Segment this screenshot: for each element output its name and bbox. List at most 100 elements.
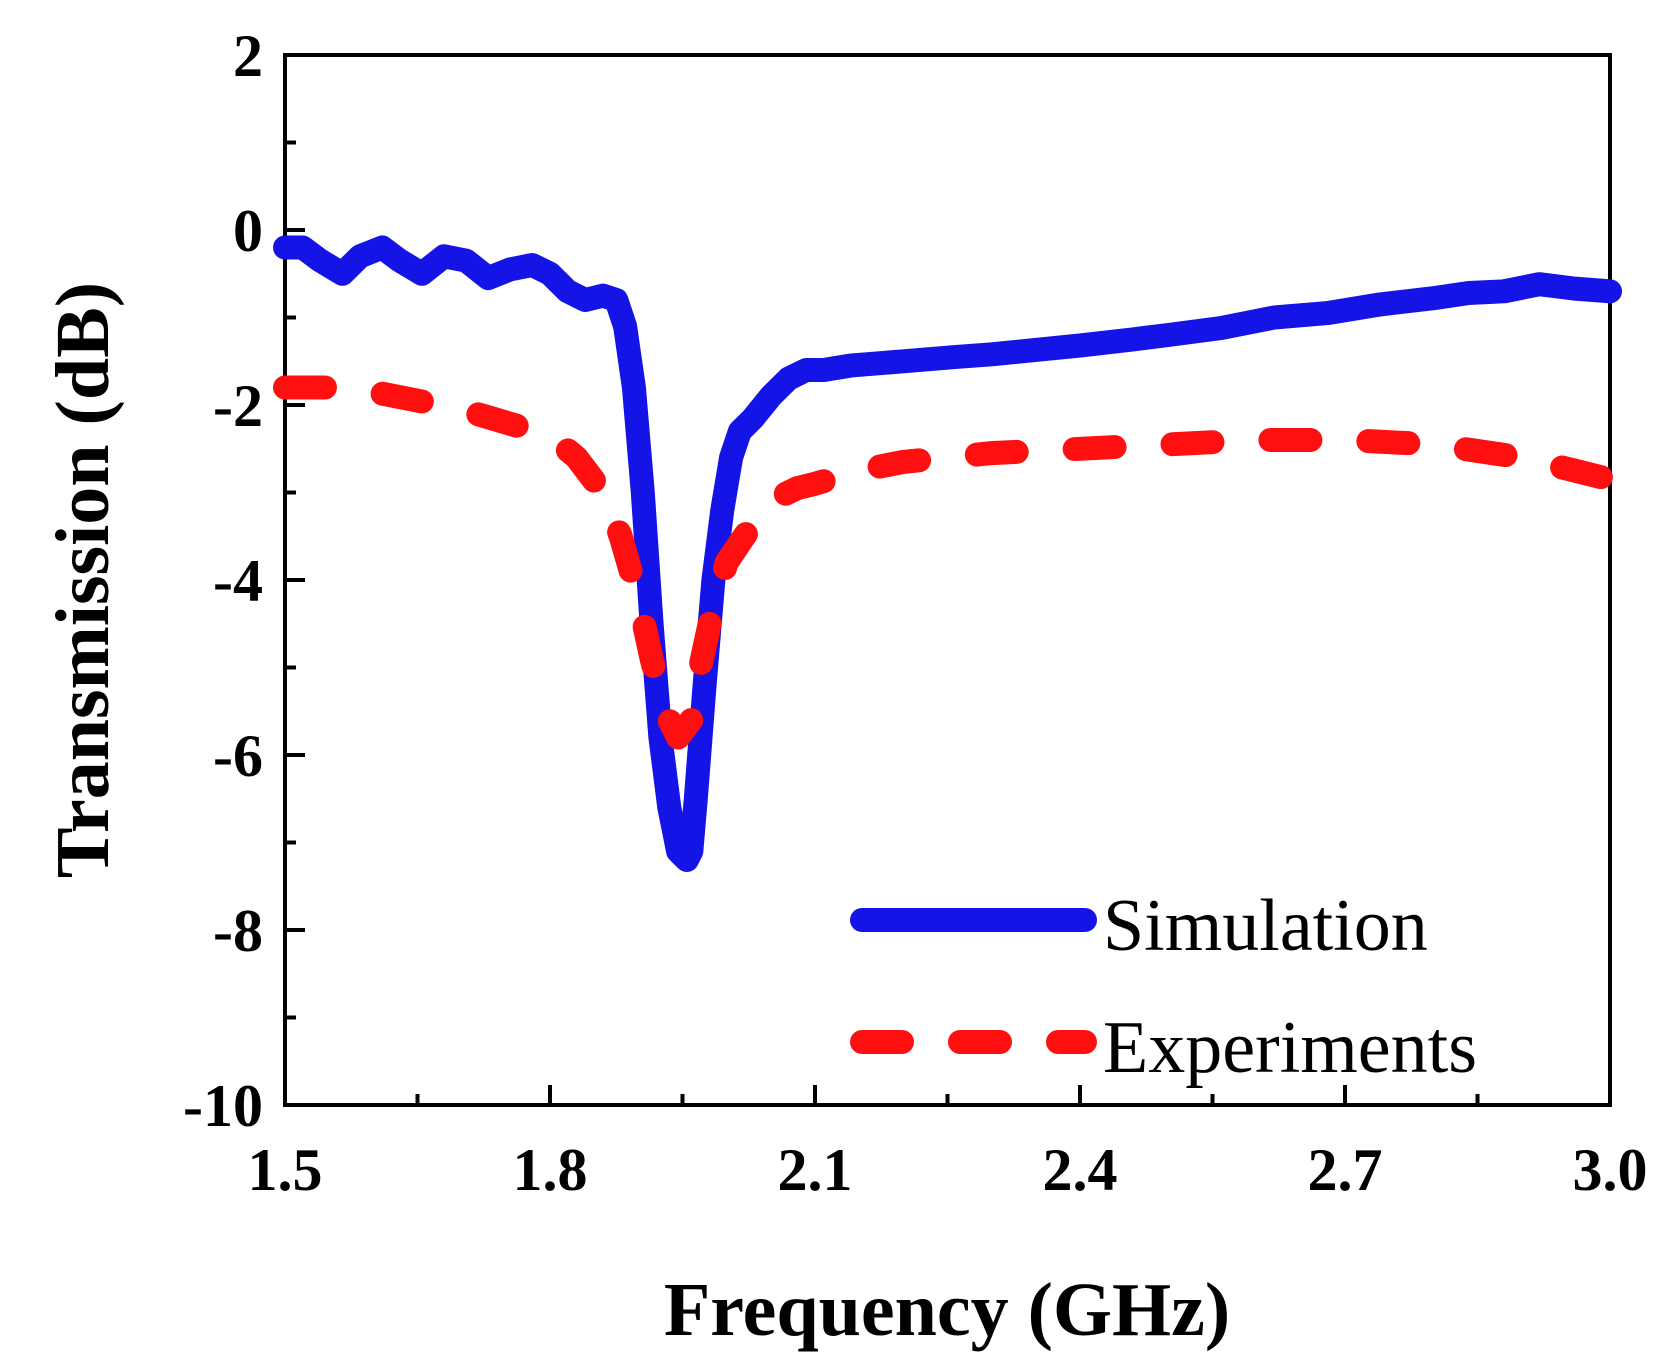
data-point-experiments — [726, 562, 728, 564]
data-point-simulation — [677, 850, 679, 852]
data-point-simulation — [633, 387, 635, 389]
data-point-experiments — [505, 422, 507, 424]
data-point-simulation — [805, 369, 807, 371]
data-point-experiments — [549, 435, 551, 437]
data-point-experiments — [461, 408, 463, 410]
data-point-experiments — [602, 492, 604, 494]
data-point-simulation — [752, 417, 754, 419]
data-point-experiments — [1344, 439, 1346, 441]
data-point-simulation — [739, 430, 741, 432]
data-point-simulation — [549, 273, 551, 275]
data-point-simulation — [381, 247, 383, 249]
data-point-simulation — [509, 268, 511, 270]
axis-ticks — [283, 53, 1612, 1107]
data-point-simulation — [704, 684, 706, 686]
data-point-experiments — [858, 470, 860, 472]
data-point-experiments — [328, 387, 330, 389]
data-point-simulation — [284, 247, 286, 249]
legend-label-experiments: Experiments — [1103, 1007, 1477, 1089]
data-point-simulation — [1167, 334, 1169, 336]
data-point-experiments — [814, 483, 816, 485]
data-point-experiments — [1521, 457, 1523, 459]
data-point-experiments — [372, 391, 374, 393]
x-tick-label: 2.7 — [1308, 1137, 1383, 1203]
data-point-simulation — [567, 290, 569, 292]
data-point-experiments — [902, 461, 904, 463]
data-point-simulation — [642, 492, 644, 494]
data-point-experiments — [1167, 443, 1169, 445]
data-point-simulation — [1273, 317, 1275, 319]
axis-tick-labels: 1.5 1.8 2.1 2.4 2.7 3.0 2 0 -2 -4 -6 -8 -10 — [183, 23, 1647, 1203]
data-point-experiments — [417, 400, 419, 402]
data-point-simulation — [730, 457, 732, 459]
data-point-simulation — [1503, 290, 1505, 292]
data-point-simulation — [615, 299, 617, 301]
series-line-simulation — [273, 235, 1622, 872]
data-point-simulation — [465, 260, 467, 262]
data-point-experiments — [712, 605, 714, 607]
data-point-simulation — [849, 365, 851, 367]
data-point-simulation — [770, 395, 772, 397]
data-point-simulation — [721, 509, 723, 511]
data-point-experiments — [991, 452, 993, 454]
y-tick-label: -10 — [183, 1073, 263, 1139]
data-point-simulation — [341, 273, 343, 275]
y-tick-label: -6 — [213, 723, 263, 789]
data-point-simulation — [690, 850, 692, 852]
data-point-experiments — [1432, 443, 1434, 445]
x-tick-label: 2.1 — [778, 1137, 853, 1203]
data-point-experiments — [1079, 448, 1081, 450]
data-point-simulation — [902, 360, 904, 362]
y-axis-title: Transmission (dB) — [41, 282, 125, 878]
data-point-simulation — [668, 807, 670, 809]
data-point-simulation — [1079, 345, 1081, 347]
data-point-simulation — [1026, 350, 1028, 352]
data-point-simulation — [624, 325, 626, 327]
data-point-experiments — [1609, 478, 1611, 480]
data-point-simulation — [1379, 303, 1381, 305]
data-point-simulation — [1432, 297, 1434, 299]
data-point-simulation — [399, 260, 401, 262]
data-point-simulation — [1132, 338, 1134, 340]
data-point-simulation — [991, 353, 993, 355]
data-point-simulation — [1220, 327, 1222, 329]
x-tick-label: 3.0 — [1573, 1137, 1648, 1203]
data-point-simulation — [487, 277, 489, 279]
data-point-simulation — [531, 264, 533, 266]
data-point-experiments — [690, 719, 692, 721]
x-tick-label: 1.8 — [513, 1137, 588, 1203]
y-tick-label: -8 — [213, 898, 263, 964]
data-point-simulation — [788, 378, 790, 380]
data-point-experiments — [796, 487, 798, 489]
series-layer — [273, 235, 1622, 872]
data-point-experiments — [770, 500, 772, 502]
data-point-experiments — [576, 457, 578, 459]
y-tick-label: -4 — [213, 548, 263, 614]
legend: Simulation Experiments — [850, 885, 1477, 1089]
data-point-simulation — [695, 798, 697, 800]
data-point-simulation — [712, 579, 714, 581]
data-point-simulation — [359, 255, 361, 257]
data-point-simulation — [955, 356, 957, 358]
x-tick-label: 1.5 — [248, 1137, 323, 1203]
data-point-simulation — [421, 273, 423, 275]
data-point-simulation — [302, 247, 304, 249]
x-axis-title: Frequency (GHz) — [664, 1268, 1230, 1352]
data-point-simulation — [1326, 312, 1328, 314]
series-line-experiments — [273, 375, 1622, 750]
data-point-simulation — [1609, 290, 1611, 292]
data-point-simulation — [1538, 283, 1540, 285]
data-point-simulation — [659, 737, 661, 739]
data-point-simulation — [823, 369, 825, 371]
data-point-experiments — [651, 658, 653, 660]
y-tick-label: 2 — [233, 23, 263, 89]
data-point-experiments — [699, 667, 701, 669]
data-point-simulation — [319, 260, 321, 262]
data-point-simulation — [1574, 288, 1576, 290]
data-point-experiments — [637, 597, 639, 599]
series-experiments — [273, 375, 1622, 750]
x-tick-label: 2.4 — [1043, 1137, 1118, 1203]
data-point-experiments — [1256, 439, 1258, 441]
